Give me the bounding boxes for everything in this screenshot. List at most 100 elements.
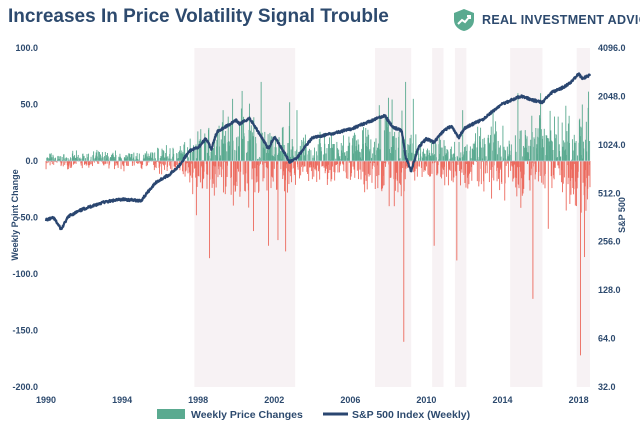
weekly-change-bar (298, 155, 300, 161)
weekly-change-bar (257, 161, 259, 182)
weekly-change-bar (258, 161, 260, 166)
shaded-period (454, 48, 467, 387)
weekly-change-bar (75, 161, 77, 164)
weekly-change-bar (584, 161, 585, 258)
weekly-change-bar (283, 161, 285, 176)
weekly-change-bar (450, 149, 452, 161)
weekly-change-bar (159, 161, 161, 167)
weekly-change-bar (59, 161, 61, 163)
weekly-change-bar (272, 136, 274, 161)
weekly-change-bar (239, 122, 241, 161)
weekly-change-bar (223, 161, 224, 193)
weekly-change-bar (562, 161, 564, 184)
weekly-change-bar (505, 158, 507, 161)
weekly-change-bar (184, 161, 186, 177)
weekly-change-bar (360, 157, 362, 161)
weekly-change-bar (481, 147, 483, 161)
weekly-change-bar (167, 161, 168, 167)
weekly-change-bar (460, 161, 461, 186)
weekly-change-bar (232, 98, 234, 161)
weekly-change-bar (336, 161, 337, 165)
weekly-change-bar (383, 130, 385, 161)
weekly-change-bar (114, 161, 115, 170)
weekly-change-bar (229, 122, 231, 161)
weekly-change-bar (166, 156, 168, 161)
legend-label-sp500: S&P 500 Index (Weekly) (352, 409, 470, 421)
weekly-change-bar (164, 157, 166, 161)
weekly-change-bar (346, 151, 348, 161)
weekly-change-bar (490, 161, 492, 170)
weekly-change-bar (419, 161, 420, 167)
weekly-change-bar (79, 159, 81, 161)
weekly-change-bar (548, 138, 550, 161)
weekly-change-bar (560, 161, 562, 183)
weekly-change-bar (555, 135, 557, 161)
weekly-change-bar (342, 161, 344, 165)
weekly-change-bar (334, 161, 336, 173)
weekly-change-bar (550, 130, 552, 161)
weekly-change-bar (226, 151, 228, 161)
weekly-change-bar (491, 161, 493, 178)
weekly-change-bar (162, 161, 164, 165)
weekly-change-bar (89, 161, 91, 165)
weekly-change-bar (126, 161, 127, 166)
weekly-change-bar (425, 156, 427, 161)
weekly-change-bar (46, 161, 48, 164)
weekly-change-bar (180, 153, 182, 161)
weekly-change-bar (95, 152, 97, 161)
weekly-change-bar (446, 161, 448, 177)
weekly-change-bar (61, 156, 63, 161)
weekly-change-bar (427, 161, 429, 176)
weekly-change-bar (507, 156, 509, 161)
weekly-change-bar (339, 156, 341, 161)
weekly-change-bar (73, 161, 75, 164)
weekly-change-bar (330, 161, 332, 182)
weekly-change-bar (575, 161, 577, 207)
weekly-change-bar (543, 147, 544, 161)
weekly-change-bar (291, 161, 292, 183)
weekly-change-bar (291, 138, 293, 161)
x-tick-label: 2018 (569, 395, 589, 405)
brand-name: REAL INVESTMENT ADVICE (482, 13, 640, 27)
weekly-change-bar (222, 110, 224, 161)
weekly-change-bar (230, 161, 232, 195)
weekly-change-bar (150, 157, 152, 161)
weekly-change-bar (315, 151, 317, 161)
weekly-change-bar (517, 161, 519, 168)
weekly-change-bar (563, 150, 565, 161)
weekly-change-bar (336, 161, 338, 164)
weekly-change-bar (556, 157, 558, 161)
weekly-change-bar (471, 161, 473, 181)
weekly-change-bar (325, 153, 327, 161)
weekly-change-bar (75, 157, 77, 161)
weekly-change-bar (197, 161, 199, 176)
weekly-change-bar (458, 142, 460, 161)
right-tick-label: 256.0 (598, 237, 621, 247)
weekly-change-bar (81, 161, 83, 169)
weekly-change-bar (77, 159, 78, 161)
weekly-change-bar (427, 148, 429, 161)
weekly-change-bar (214, 138, 216, 161)
weekly-change-bar (512, 161, 514, 182)
weekly-change-bar (560, 156, 562, 161)
weekly-change-bar (182, 161, 184, 175)
weekly-change-bar (458, 161, 460, 172)
legend-label-weekly-changes: Weekly Price Changes (191, 409, 303, 421)
weekly-change-bar (170, 158, 172, 161)
weekly-change-bar (414, 161, 416, 172)
weekly-change-bar (395, 137, 397, 161)
weekly-change-bar (246, 161, 248, 184)
weekly-change-bar (420, 141, 422, 161)
weekly-change-bar (518, 161, 520, 168)
weekly-change-bar (51, 161, 53, 165)
weekly-change-bar (48, 161, 50, 163)
weekly-change-bar (543, 128, 545, 161)
weekly-change-bar (192, 161, 194, 173)
weekly-change-bar (135, 161, 137, 164)
weekly-change-bar (569, 161, 571, 181)
weekly-change-bar (477, 159, 479, 161)
weekly-change-bar (264, 131, 266, 161)
weekly-change-bar (272, 161, 273, 178)
weekly-change-bar (190, 151, 192, 161)
weekly-change-bar (198, 161, 200, 177)
